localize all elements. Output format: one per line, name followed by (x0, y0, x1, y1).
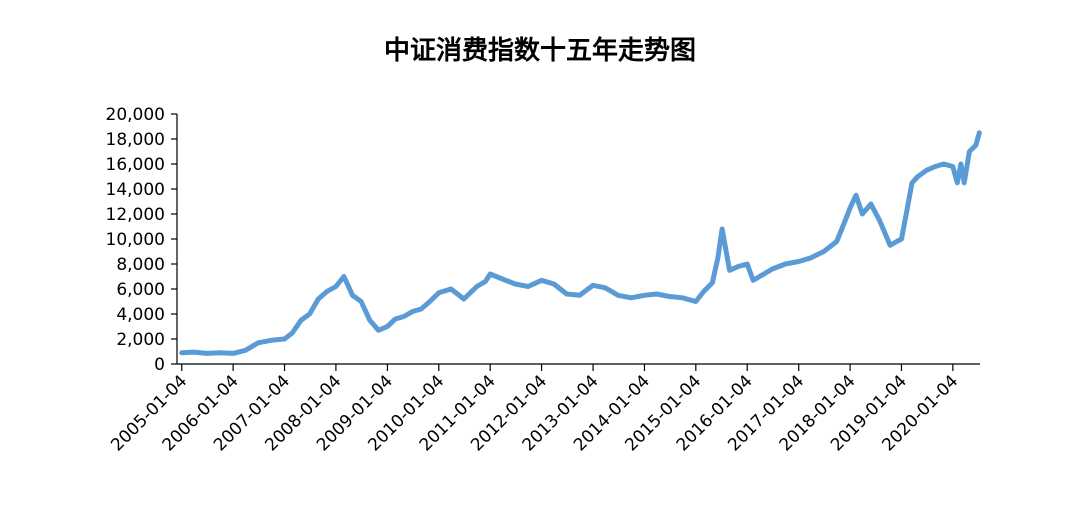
y-axis: 0 2,000 4,000 6,000 8,000 10,000 12,000 14,000 1… (106, 105, 178, 375)
y-tick-label: 12,000 (106, 205, 165, 225)
chart-title: 中证消费指数十五年走势图 (383, 36, 696, 66)
y-tick-label: 4,000 (116, 305, 165, 325)
y-tick-label: 16,000 (106, 155, 165, 175)
y-tick-label: 8,000 (116, 255, 165, 275)
series-line (179, 130, 982, 356)
y-tick-label: 6,000 (116, 280, 165, 300)
y-tick-label: 0 (154, 355, 165, 375)
plot-area (179, 130, 982, 356)
y-tick-label: 14,000 (106, 180, 165, 200)
y-tick-label: 10,000 (106, 230, 165, 250)
y-tick-label: 2,000 (116, 330, 165, 350)
x-axis: 2005-01-042006-01-042007-01-042008-01-04… (107, 363, 980, 455)
y-tick-label: 18,000 (106, 130, 165, 150)
y-tick-label: 20,000 (106, 105, 165, 125)
